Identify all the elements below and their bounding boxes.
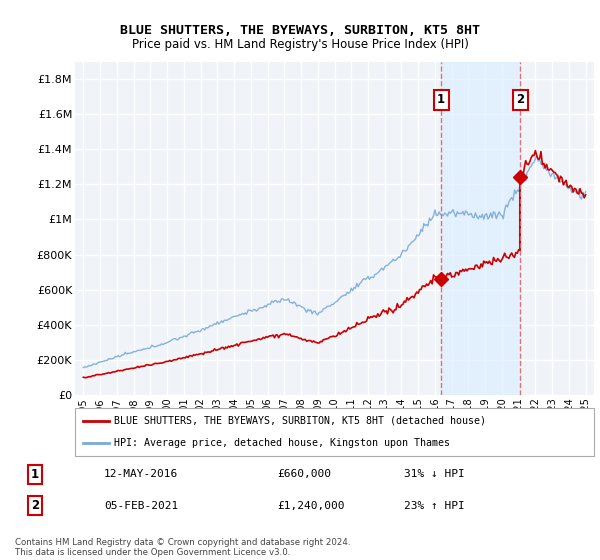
- Text: £660,000: £660,000: [277, 469, 331, 479]
- Text: BLUE SHUTTERS, THE BYEWAYS, SURBITON, KT5 8HT: BLUE SHUTTERS, THE BYEWAYS, SURBITON, KT…: [120, 24, 480, 37]
- Text: BLUE SHUTTERS, THE BYEWAYS, SURBITON, KT5 8HT (detached house): BLUE SHUTTERS, THE BYEWAYS, SURBITON, KT…: [114, 416, 486, 426]
- Text: HPI: Average price, detached house, Kingston upon Thames: HPI: Average price, detached house, King…: [114, 438, 450, 448]
- Text: 23% ↑ HPI: 23% ↑ HPI: [404, 501, 464, 511]
- Text: Price paid vs. HM Land Registry's House Price Index (HPI): Price paid vs. HM Land Registry's House …: [131, 38, 469, 51]
- Bar: [441, 62, 520, 395]
- Text: 2: 2: [31, 499, 39, 512]
- Text: Contains HM Land Registry data © Crown copyright and database right 2024.
This d: Contains HM Land Registry data © Crown c…: [15, 538, 350, 557]
- Text: £1,240,000: £1,240,000: [277, 501, 344, 511]
- Text: 1: 1: [437, 94, 445, 106]
- Text: 12-MAY-2016: 12-MAY-2016: [104, 469, 178, 479]
- Text: 2: 2: [516, 94, 524, 106]
- Text: 05-FEB-2021: 05-FEB-2021: [104, 501, 178, 511]
- FancyBboxPatch shape: [75, 408, 594, 456]
- Text: 31% ↓ HPI: 31% ↓ HPI: [404, 469, 464, 479]
- Text: 1: 1: [31, 468, 39, 481]
